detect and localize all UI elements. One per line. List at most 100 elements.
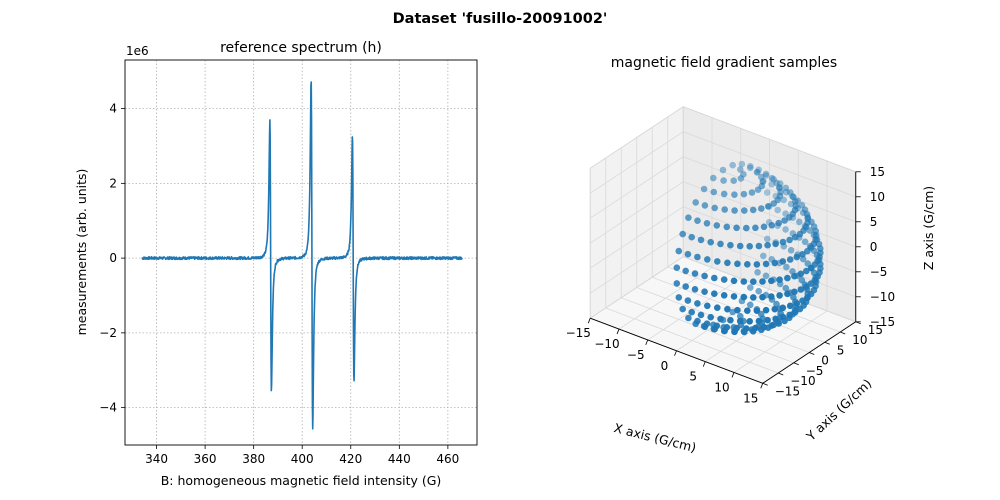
gradient-sample-point <box>791 272 798 280</box>
spectrum-x-tick-label: 340 <box>145 452 168 466</box>
gradient-sample-point <box>791 288 798 296</box>
gradient-sample-point <box>768 277 775 285</box>
x-tick-label: −10 <box>594 337 619 351</box>
gradient-sample-point <box>772 240 779 248</box>
gradient-sample-point <box>685 314 692 322</box>
gradient-sample-point <box>701 272 708 280</box>
gradient-sample-point <box>729 161 736 169</box>
spectrum-x-tick-label: 360 <box>194 452 217 466</box>
gradient-sample-point <box>786 302 794 310</box>
z-tick-label: 10 <box>870 190 885 204</box>
gradient-sample-point <box>688 308 695 316</box>
gradient-sample-point <box>703 320 711 328</box>
gradient-sample-point <box>714 258 721 265</box>
gradient-sample-point <box>760 252 767 260</box>
gradient-sample-point <box>796 305 804 313</box>
gradient-sample-point <box>682 267 689 275</box>
gradient-sample-point <box>764 241 771 249</box>
gradient-3d-ticks: −15−15−15−10−10−10−5−5−50 005551010101515… <box>566 165 895 405</box>
gradient-sample-point <box>752 224 759 232</box>
gradient-sample-point <box>782 284 790 292</box>
gradient-sample-point <box>758 205 765 212</box>
gradient-sample-point <box>786 311 793 319</box>
gradient-sample-point <box>720 276 728 283</box>
gradient-sample-point <box>768 174 776 182</box>
gradient-sample-point <box>755 242 763 250</box>
x-tick-mark <box>760 383 764 389</box>
z-tick-label: −15 <box>870 315 895 329</box>
gradient-sample-point <box>747 301 754 309</box>
gradient-sample-point <box>797 270 805 278</box>
gradient-sample-point <box>703 220 711 227</box>
gradient-sample-point <box>803 267 810 275</box>
gradient-sample-point <box>760 323 768 331</box>
gradient-sample-point <box>688 233 695 241</box>
gradient-sample-point <box>750 278 757 286</box>
gradient-sample-point <box>694 217 701 224</box>
gradient-sample-point <box>701 202 709 209</box>
y-tick-label: 10 <box>852 333 867 347</box>
gradient-sample-point <box>741 207 748 214</box>
x-tick-mark <box>674 350 677 356</box>
gradient-sample-point <box>731 191 738 198</box>
gradient-sample-point <box>764 316 771 324</box>
spectrum-x-tick-label: 380 <box>242 452 265 466</box>
x-tick-label: 5 <box>689 370 697 384</box>
gradient-sample-point <box>787 247 795 254</box>
gradient-sample-point <box>776 292 783 299</box>
gradient-sample-point <box>694 253 701 261</box>
gradient-sample-point <box>786 236 793 244</box>
x-tick-label: 15 <box>743 391 758 405</box>
gradient-sample-point <box>733 224 740 232</box>
gradient-sample-point <box>737 175 745 182</box>
gradient-sample-point <box>752 324 759 332</box>
gradient-sample-point <box>782 226 789 233</box>
gradient-sample-point <box>762 170 770 178</box>
gradient-sample-point <box>791 233 799 241</box>
y-tick-label: 0 <box>821 354 829 368</box>
spectrum-y-tick-label: 4 <box>109 102 117 116</box>
gradient-sample-point <box>717 315 724 323</box>
gradient-sample-point <box>684 250 692 258</box>
gradient-sample-point <box>803 283 810 291</box>
spectrum-y-tick-label: −2 <box>99 326 117 340</box>
gradient-sample-point <box>727 316 734 324</box>
spectrum-y-offset-label: 1e6 <box>126 44 149 58</box>
gradient-sample-point <box>697 311 705 319</box>
y-tick-mark <box>809 352 815 355</box>
gradient-sample-point <box>714 304 721 312</box>
gradient-sample-point <box>692 199 699 206</box>
gradient-sample-point <box>748 189 756 196</box>
gradient-sample-point <box>734 260 741 268</box>
gradient-sample-point <box>746 318 753 325</box>
gradient-sample-point <box>673 280 681 287</box>
gradient-sample-point <box>755 287 762 295</box>
gradient-sample-point <box>791 308 799 316</box>
x-tick-label: 10 <box>714 380 729 394</box>
gradient-sample-point <box>755 317 763 325</box>
gradient-sample-point <box>727 241 734 249</box>
grid-side-z <box>683 131 856 198</box>
y-tick-label: 15 <box>868 323 883 337</box>
spectrum-grid <box>125 60 477 445</box>
gradient-sample-point <box>799 297 806 305</box>
gradient-sample-point <box>786 214 793 221</box>
gradient-sample-point <box>781 217 788 224</box>
gradient-sample-point <box>768 293 775 300</box>
gradient-sample-point <box>724 259 731 267</box>
gradient-sample-point <box>711 274 718 282</box>
gradient-sample-point <box>679 230 686 238</box>
gradient-sample-point <box>784 290 791 298</box>
spectrum-x-axis-label: B: homogeneous magnetic field intensity … <box>161 473 442 488</box>
spectrum-y-tick-label: 2 <box>109 176 117 190</box>
gradient-sample-point <box>763 235 771 243</box>
z-tick-label: −5 <box>870 265 888 279</box>
y-tick-mark <box>840 331 846 335</box>
gradient-sample-point <box>793 253 801 261</box>
gradient-sample-point <box>799 251 806 258</box>
gradient-sample-point <box>786 256 794 263</box>
gradient-sample-point <box>749 206 757 214</box>
gradient-sample-point <box>710 174 717 182</box>
gradient-sample-point <box>784 274 791 282</box>
gradient-sample-point <box>807 280 815 287</box>
